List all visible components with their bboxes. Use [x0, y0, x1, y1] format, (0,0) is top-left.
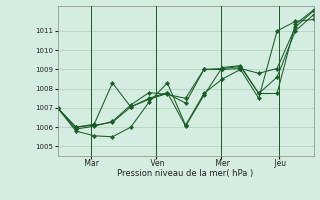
- X-axis label: Pression niveau de la mer( hPa ): Pression niveau de la mer( hPa ): [117, 169, 254, 178]
